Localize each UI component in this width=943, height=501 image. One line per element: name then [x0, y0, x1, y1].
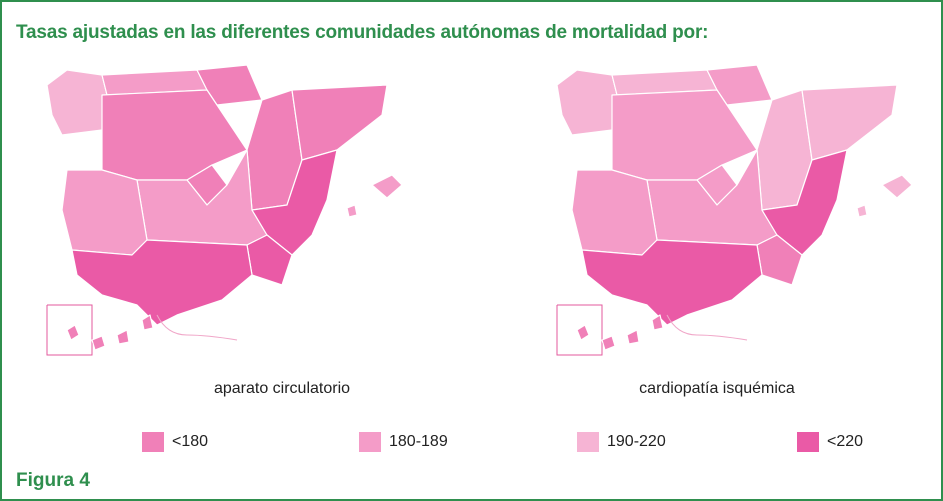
map-caption: cardiopatía isquémica — [639, 380, 795, 397]
legend-label: <220 — [827, 433, 864, 450]
legend-swatch — [797, 432, 819, 452]
legend-label: 180-189 — [389, 433, 448, 450]
legend-label: <180 — [172, 433, 209, 450]
map-right — [556, 64, 913, 356]
legend-swatch — [577, 432, 599, 452]
map-caption: aparato circulatorio — [213, 380, 351, 397]
figure-label: Figura 4 — [16, 470, 90, 491]
maps — [46, 64, 913, 356]
map-left — [46, 64, 403, 356]
legend-swatch — [142, 432, 164, 452]
legend-item: <180 — [142, 432, 208, 452]
figure-title: Tasas ajustadas en las diferentes comuni… — [16, 22, 709, 43]
legend-item: 180-189 — [359, 432, 448, 452]
legend-label: 190-220 — [607, 433, 666, 450]
legend-swatch — [359, 432, 381, 452]
legend-item: 190-220 — [577, 432, 666, 452]
legend-item: <220 — [797, 432, 863, 452]
